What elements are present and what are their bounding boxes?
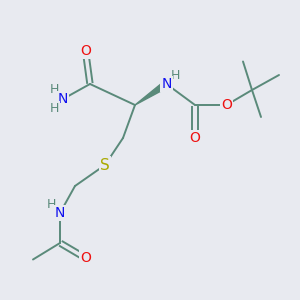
Text: S: S — [100, 158, 110, 172]
Text: O: O — [80, 44, 91, 58]
Text: O: O — [190, 131, 200, 145]
Text: H: H — [50, 83, 59, 96]
Text: H: H — [171, 69, 180, 82]
Text: O: O — [221, 98, 232, 112]
Text: N: N — [58, 92, 68, 106]
Polygon shape — [135, 81, 169, 105]
Text: H: H — [50, 102, 59, 115]
Text: N: N — [55, 206, 65, 220]
Text: O: O — [80, 251, 91, 265]
Text: H: H — [46, 198, 56, 211]
Text: N: N — [161, 77, 172, 91]
